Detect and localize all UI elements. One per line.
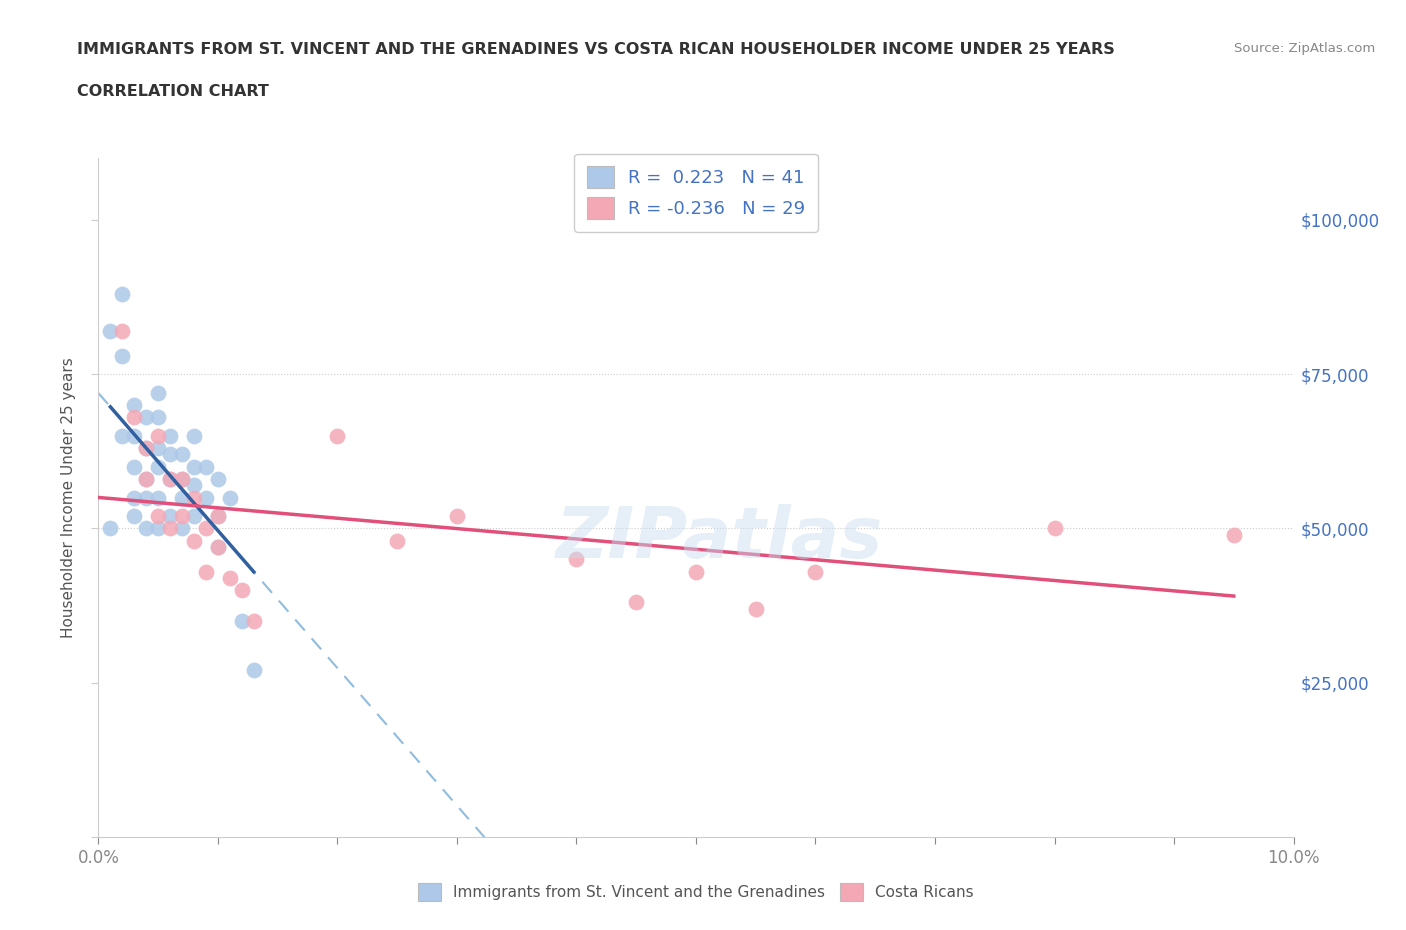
Point [804,565,827,579]
Point [111,286,134,301]
Point [159,472,181,486]
Point [159,472,181,486]
Point [231,583,253,598]
Point [172,472,194,486]
Point [172,447,194,462]
Point [183,490,205,505]
Point [207,472,229,486]
Point [1223,527,1246,542]
Point [326,429,349,444]
Point [231,614,253,629]
Point [111,429,134,444]
Point [183,478,205,493]
Point [565,551,588,566]
Point [446,509,468,524]
Point [243,614,266,629]
Point [100,521,122,536]
Point [207,539,229,554]
Point [135,410,157,425]
Point [148,429,170,444]
Y-axis label: Householder Income Under 25 years: Householder Income Under 25 years [60,357,76,638]
Point [172,490,194,505]
Point [195,521,218,536]
Point [159,447,181,462]
Point [385,533,409,548]
Point [148,459,170,474]
Text: IMMIGRANTS FROM ST. VINCENT AND THE GRENADINES VS COSTA RICAN HOUSEHOLDER INCOME: IMMIGRANTS FROM ST. VINCENT AND THE GREN… [77,42,1115,57]
Point [172,472,194,486]
Point [135,521,157,536]
Text: CORRELATION CHART: CORRELATION CHART [77,84,269,99]
Point [183,509,205,524]
Point [207,509,229,524]
Point [1043,521,1066,536]
Point [111,324,134,339]
Point [148,490,170,505]
Point [135,472,157,486]
Point [111,348,134,363]
Point [124,509,146,524]
Point [207,509,229,524]
Point [195,459,218,474]
Point [124,490,146,505]
Point [745,601,768,616]
Point [685,565,707,579]
Point [124,429,146,444]
Legend: Immigrants from St. Vincent and the Grenadines, Costa Ricans: Immigrants from St. Vincent and the Gren… [412,877,980,908]
Point [148,521,170,536]
Point [100,324,122,339]
Point [183,429,205,444]
Point [183,533,205,548]
Point [135,441,157,456]
Point [135,441,157,456]
Point [124,410,146,425]
Point [243,663,266,678]
Point [195,565,218,579]
Text: Source: ZipAtlas.com: Source: ZipAtlas.com [1234,42,1375,55]
Point [207,539,229,554]
Point [124,459,146,474]
Point [219,490,242,505]
Point [172,509,194,524]
Point [159,521,181,536]
Point [183,459,205,474]
Point [148,410,170,425]
Point [195,490,218,505]
Point [135,490,157,505]
Point [135,472,157,486]
Point [159,429,181,444]
Point [148,509,170,524]
Point [148,441,170,456]
Point [124,397,146,412]
Point [159,509,181,524]
Point [148,385,170,400]
Text: ZIPatlas: ZIPatlas [557,504,883,573]
Point [172,521,194,536]
Point [219,570,242,585]
Point [626,595,648,610]
